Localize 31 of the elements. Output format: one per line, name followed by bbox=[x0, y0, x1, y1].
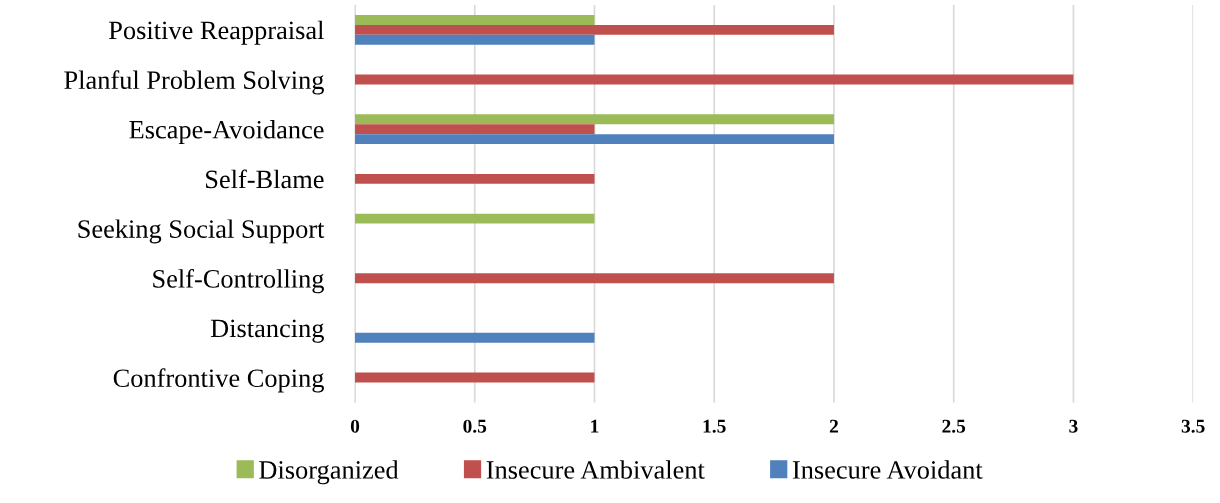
bar bbox=[355, 124, 595, 135]
y-tick-label: Confrontive Coping bbox=[113, 368, 324, 393]
bar bbox=[355, 74, 1074, 85]
x-tick-label: 1.5 bbox=[703, 419, 726, 433]
y-tick-label: Planful Problem Solving bbox=[64, 70, 324, 95]
y-tick-label: Positive Reappraisal bbox=[109, 20, 324, 45]
y-tick-label: Distancing bbox=[210, 319, 324, 343]
y-tick-label: Escape-Avoidance bbox=[129, 120, 324, 144]
legend-label: Insecure Ambivalent bbox=[486, 460, 705, 479]
x-tick-label: 2 bbox=[829, 419, 838, 433]
x-tick-label: 1 bbox=[591, 419, 599, 433]
legend-label: Disorganized bbox=[259, 460, 399, 485]
y-tick-label: Self-Controlling bbox=[153, 268, 324, 294]
bar bbox=[355, 213, 595, 224]
bar bbox=[355, 134, 834, 145]
x-tick-label: 0 bbox=[350, 419, 360, 433]
y-tick-label: Self-Blame bbox=[206, 169, 324, 189]
bar bbox=[355, 14, 595, 25]
x-tick-label: 3 bbox=[1069, 419, 1078, 433]
x-tick-label: 3.5 bbox=[1181, 419, 1205, 433]
bar bbox=[355, 34, 595, 45]
x-tick-label: 0.5 bbox=[463, 419, 487, 433]
bar bbox=[355, 173, 595, 184]
y-tick-label: Seeking Social Support bbox=[78, 219, 325, 244]
legend-label: Insecure Avoidant bbox=[792, 460, 983, 479]
bar bbox=[355, 372, 595, 383]
bar bbox=[355, 273, 834, 284]
x-tick-label: 2.5 bbox=[942, 419, 966, 433]
bar bbox=[355, 332, 595, 343]
bar bbox=[355, 24, 834, 35]
bar bbox=[355, 114, 834, 125]
